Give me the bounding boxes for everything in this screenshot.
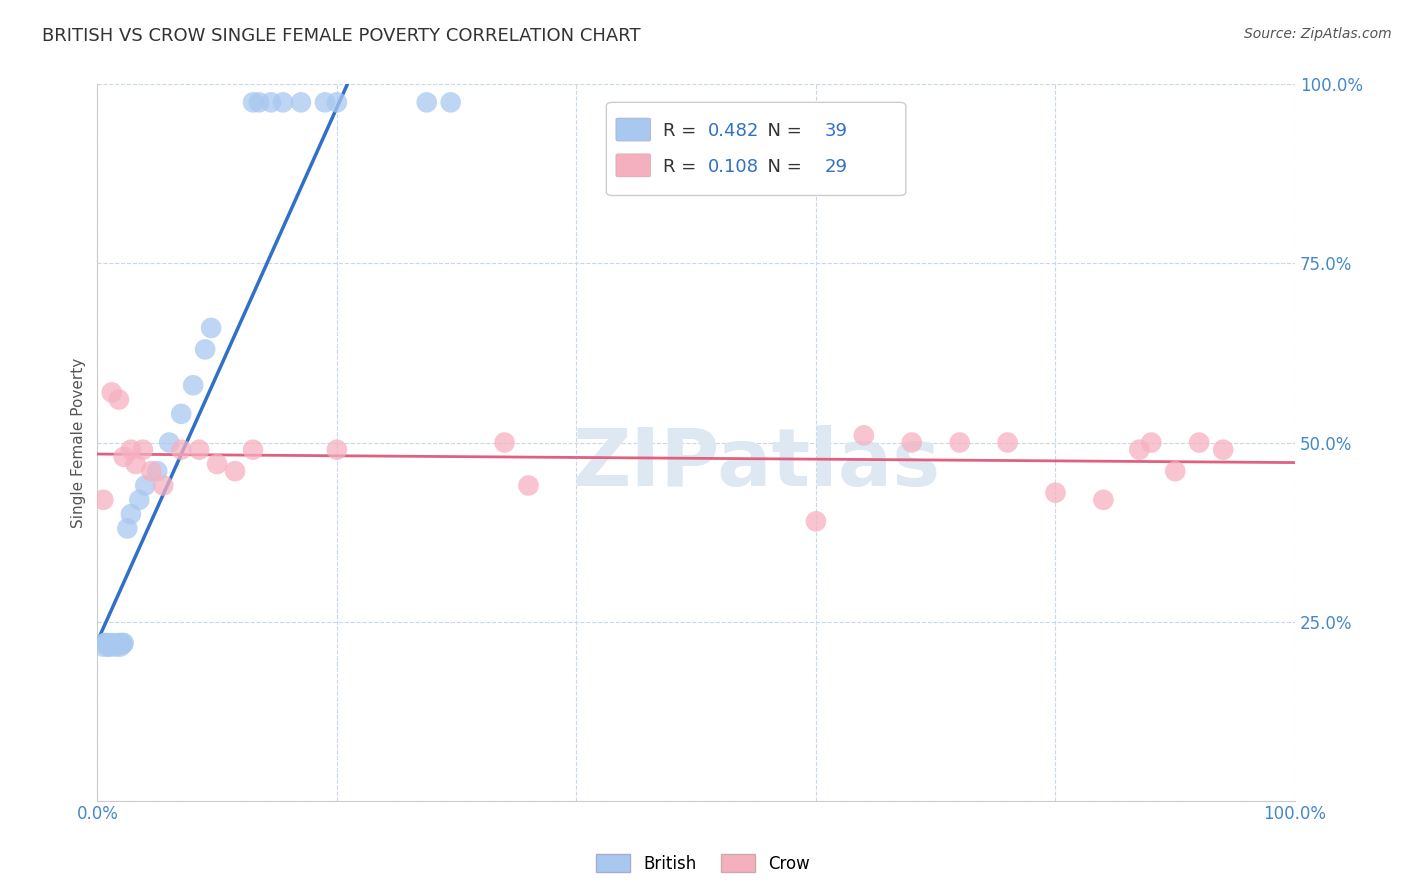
Text: ZIPatlas: ZIPatlas — [572, 425, 941, 503]
Point — [1164, 464, 1187, 478]
Point — [111, 638, 134, 652]
Point — [242, 442, 264, 457]
Point — [494, 435, 516, 450]
Text: 29: 29 — [824, 158, 848, 176]
Point — [242, 95, 264, 110]
Point — [110, 636, 132, 650]
Point — [157, 435, 180, 450]
Point — [440, 95, 463, 110]
Point — [1140, 435, 1163, 450]
Point — [117, 521, 139, 535]
Point — [110, 636, 132, 650]
Text: N =: N = — [756, 158, 807, 176]
Text: BRITISH VS CROW SINGLE FEMALE POVERTY CORRELATION CHART: BRITISH VS CROW SINGLE FEMALE POVERTY CO… — [42, 27, 641, 45]
Point — [100, 638, 122, 652]
FancyBboxPatch shape — [616, 118, 651, 141]
Text: R =: R = — [662, 122, 702, 140]
Legend: British, Crow: British, Crow — [589, 847, 817, 880]
Point — [1092, 492, 1115, 507]
Point — [93, 636, 115, 650]
Text: N =: N = — [756, 122, 807, 140]
Point — [415, 95, 437, 110]
Point — [271, 95, 294, 110]
Text: 39: 39 — [824, 122, 848, 140]
Point — [997, 435, 1019, 450]
Point — [517, 478, 540, 492]
Point — [98, 640, 121, 654]
Text: 0.108: 0.108 — [709, 158, 759, 176]
Point — [1188, 435, 1211, 450]
Point — [124, 457, 146, 471]
Point — [98, 636, 121, 650]
Point — [205, 457, 228, 471]
Point — [1045, 485, 1067, 500]
Point — [107, 636, 129, 650]
Point — [326, 442, 349, 457]
Point — [134, 478, 156, 492]
Point — [97, 640, 120, 654]
Point — [104, 640, 127, 654]
Point — [91, 492, 114, 507]
Point — [108, 638, 131, 652]
Text: R =: R = — [662, 158, 702, 176]
Point — [247, 95, 270, 110]
Point — [949, 435, 972, 450]
Point — [314, 95, 336, 110]
Point — [91, 640, 114, 654]
Point — [170, 407, 193, 421]
FancyBboxPatch shape — [616, 154, 651, 177]
Point — [105, 638, 128, 652]
Point — [120, 442, 142, 457]
Point — [1212, 442, 1234, 457]
Point — [100, 385, 122, 400]
Point — [146, 464, 169, 478]
FancyBboxPatch shape — [606, 103, 905, 195]
Point — [290, 95, 312, 110]
Point — [200, 321, 222, 335]
Point — [181, 378, 204, 392]
Point — [128, 492, 150, 507]
Point — [900, 435, 922, 450]
Point — [132, 442, 155, 457]
Point — [141, 464, 163, 478]
Point — [112, 636, 135, 650]
Point — [326, 95, 349, 110]
Point — [120, 507, 142, 521]
Point — [112, 450, 135, 464]
Point — [194, 343, 217, 357]
Point — [108, 392, 131, 407]
Point — [224, 464, 246, 478]
Point — [101, 636, 124, 650]
Point — [188, 442, 211, 457]
Point — [96, 638, 118, 652]
Point — [170, 442, 193, 457]
Point — [1128, 442, 1150, 457]
Point — [103, 638, 125, 652]
Point — [260, 95, 283, 110]
Point — [152, 478, 174, 492]
Text: 0.482: 0.482 — [709, 122, 759, 140]
Text: Source: ZipAtlas.com: Source: ZipAtlas.com — [1244, 27, 1392, 41]
Point — [100, 638, 122, 652]
Y-axis label: Single Female Poverty: Single Female Poverty — [72, 358, 86, 528]
Point — [94, 636, 117, 650]
Point — [852, 428, 875, 442]
Point — [804, 514, 827, 528]
Point — [108, 640, 131, 654]
